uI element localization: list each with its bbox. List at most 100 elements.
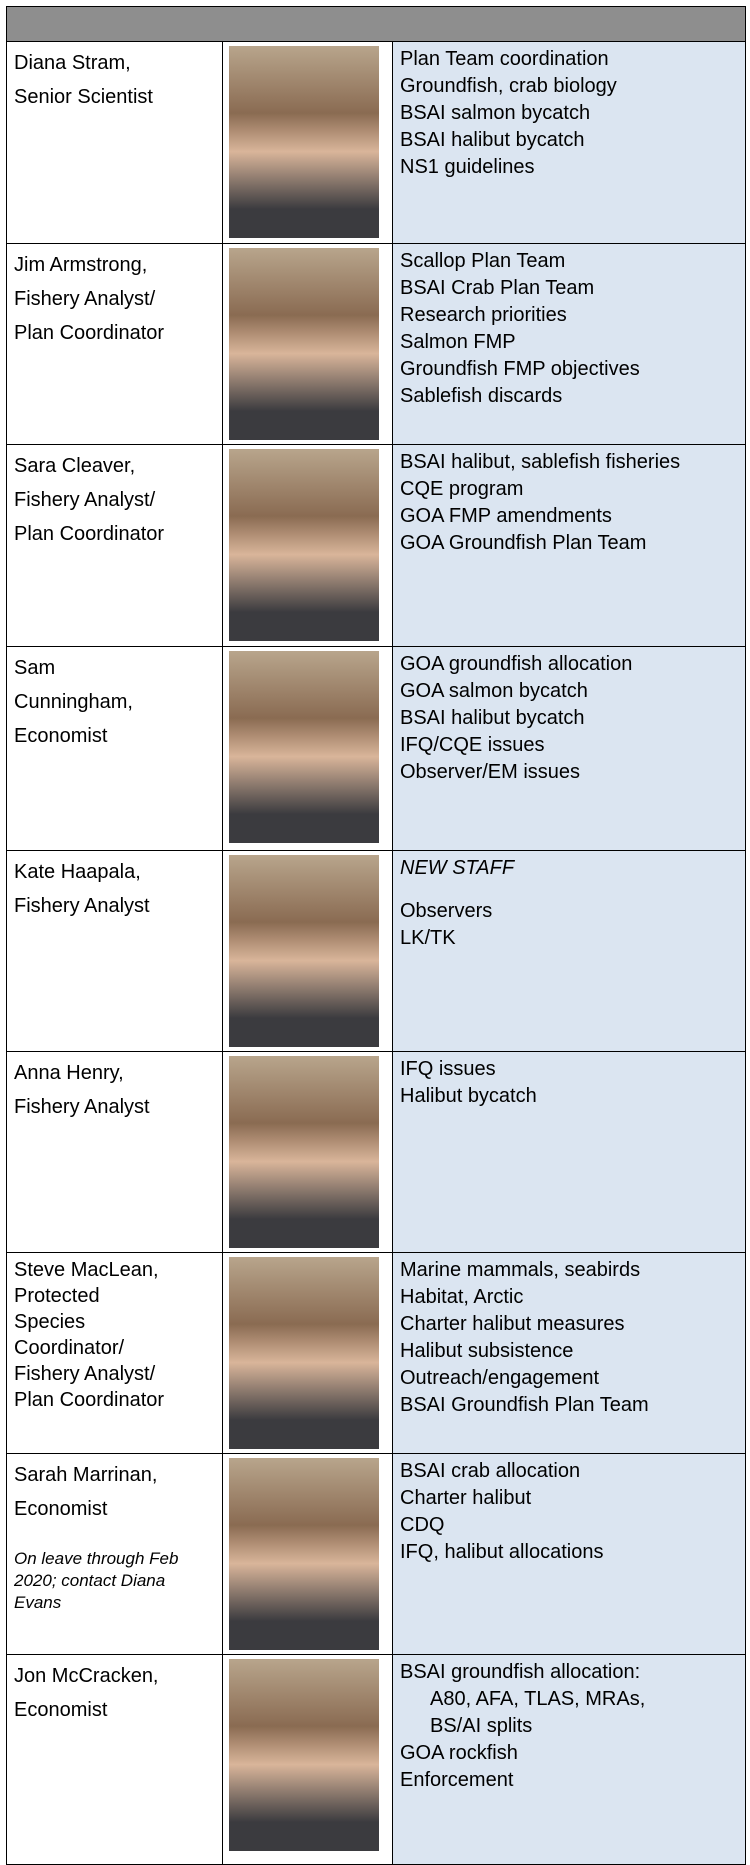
name-line: Sara Cleaver,: [14, 455, 136, 477]
duties-cell: IFQ issues Halibut bycatch: [392, 1051, 746, 1253]
duty-item: BSAI halibut bycatch: [400, 707, 585, 729]
duty-item: Halibut bycatch: [400, 1085, 537, 1107]
duty-item: Charter halibut: [400, 1487, 532, 1509]
duty-item: Plan Team coordination: [400, 48, 609, 70]
duty-item: Habitat, Arctic: [400, 1286, 524, 1308]
name-cell: Steve MacLean, Protected Species Coordinato…: [6, 1252, 223, 1454]
portrait: [229, 651, 379, 843]
duty-item: BSAI halibut, sablefish fisheries: [400, 451, 681, 473]
name-line: Coordinator/: [14, 1337, 125, 1359]
duty-item: Observer/EM issues: [400, 761, 581, 783]
duty-subitem: A80, AFA, TLAS, MRAs,: [430, 1688, 646, 1710]
name-line: Plan Coordinator: [14, 322, 165, 344]
name-line: Anna Henry,: [14, 1062, 124, 1084]
header-row: [6, 6, 746, 42]
duties-cell: Plan Team coordination Groundfish, crab b…: [392, 41, 746, 244]
portrait: [229, 1659, 379, 1851]
photo-cell: [222, 850, 393, 1052]
name-cell: Sarah Marrinan, Economist On leave through…: [6, 1453, 223, 1655]
name-cell: Sara Cleaver, Fishery Analyst/Plan Coordi…: [6, 444, 223, 647]
name-cell: Sam Cunningham, Economist: [6, 646, 223, 851]
portrait: [229, 855, 379, 1047]
name-cell: Anna Henry, Fishery Analyst: [6, 1051, 223, 1253]
duty-item: Marine mammals, seabirds: [400, 1259, 641, 1281]
name-line: Fishery Analyst/: [14, 288, 156, 310]
photo-cell: [222, 243, 393, 445]
duties-cell: GOA groundfish allocation GOA salmon byca…: [392, 646, 746, 851]
portrait: [229, 46, 379, 238]
duty-item: Outreach/engagement: [400, 1367, 600, 1389]
staff-table-wrap: Diana Stram, Senior Scientist Plan Team co…: [6, 6, 746, 1865]
duty-item: GOA rockfish: [400, 1742, 518, 1764]
name-cell: Kate Haapala, Fishery Analyst: [6, 850, 223, 1052]
duty-subitem: BS/AI splits: [430, 1715, 533, 1737]
name-line: Plan Coordinator: [14, 1389, 165, 1411]
portrait: [229, 248, 379, 440]
photo-cell: [222, 444, 393, 647]
name-line: Protected: [14, 1285, 100, 1307]
duty-item: BSAI groundfish allocation:: [400, 1661, 641, 1683]
duty-item: GOA FMP amendments: [400, 505, 612, 527]
duty-item: Enforcement: [400, 1769, 514, 1791]
duty-item: BSAI Crab Plan Team: [400, 277, 595, 299]
name-line: Fishery Analyst/: [14, 1363, 156, 1385]
staff-row: Sara Cleaver, Fishery Analyst/Plan Coordi…: [6, 444, 746, 647]
photo-cell: [222, 41, 393, 244]
duty-item: Observers: [400, 900, 493, 922]
duty-item: BSAI crab allocation: [400, 1460, 581, 1482]
duties-cell: BSAI groundfish allocation: A80, AFA, TLA…: [392, 1654, 746, 1865]
name-line: Jim Armstrong,: [14, 254, 148, 276]
duty-item: Charter halibut measures: [400, 1313, 625, 1335]
duty-item: Groundfish FMP objectives: [400, 358, 640, 380]
staff-row: Jim Armstrong, Fishery Analyst/Plan Coord…: [6, 243, 746, 445]
name-cell: Jon McCracken, Economist: [6, 1654, 223, 1865]
name-line: Economist: [14, 725, 108, 747]
portrait: [229, 449, 379, 641]
photo-cell: [222, 1051, 393, 1253]
duty-item: IFQ, halibut allocations: [400, 1541, 604, 1563]
portrait: [229, 1056, 379, 1248]
photo-cell: [222, 1453, 393, 1655]
staff-row: Diana Stram, Senior Scientist Plan Team co…: [6, 41, 746, 244]
duties-cell: Marine mammals, seabirds Habitat, Arctic C…: [392, 1252, 746, 1454]
portrait: [229, 1458, 379, 1650]
duty-item: CQE program: [400, 478, 524, 500]
staff-row: Kate Haapala, Fishery Analyst NEW STAFF Obs…: [6, 850, 746, 1052]
staff-status: NEW STAFF: [400, 857, 515, 879]
name-line: Sarah Marrinan,: [14, 1464, 158, 1486]
photo-cell: [222, 1654, 393, 1865]
name-cell: Diana Stram, Senior Scientist: [6, 41, 223, 244]
name-line: Economist: [14, 1699, 108, 1721]
duty-item: GOA Groundfish Plan Team: [400, 532, 647, 554]
duties-cell: NEW STAFF Observers LK/TK: [392, 850, 746, 1052]
name-cell: Jim Armstrong, Fishery Analyst/Plan Coord…: [6, 243, 223, 445]
staff-row: Jon McCracken, Economist BSAI groundfish a…: [6, 1654, 746, 1865]
name-line: Jon McCracken,: [14, 1665, 159, 1687]
name-line: Fishery Analyst: [14, 895, 150, 917]
duty-item: GOA groundfish allocation: [400, 653, 633, 675]
duty-item: BSAI Groundfish Plan Team: [400, 1394, 649, 1416]
name-line: Steve MacLean,: [14, 1259, 159, 1281]
name-line: Fishery Analyst: [14, 1096, 150, 1118]
staff-row: Steve MacLean, Protected Species Coordinato…: [6, 1252, 746, 1454]
name-line: Kate Haapala,: [14, 861, 141, 883]
duty-item: NS1 guidelines: [400, 156, 535, 178]
duty-item: CDQ: [400, 1514, 445, 1536]
duty-item: LK/TK: [400, 927, 456, 949]
duty-item: Research priorities: [400, 304, 567, 326]
staff-row: Sarah Marrinan, Economist On leave through…: [6, 1453, 746, 1655]
name-line: Plan Coordinator: [14, 523, 165, 545]
duties-cell: BSAI halibut, sablefish fisheries CQE pro…: [392, 444, 746, 647]
name-line: Cunningham,: [14, 691, 133, 713]
duties-cell: Scallop Plan Team BSAI Crab Plan Team Rese…: [392, 243, 746, 445]
duty-item: GOA salmon bycatch: [400, 680, 588, 702]
name-line: Fishery Analyst/: [14, 489, 156, 511]
duty-item: IFQ issues: [400, 1058, 496, 1080]
staff-table: Diana Stram, Senior Scientist Plan Team co…: [6, 6, 746, 1865]
name-line: Diana Stram,: [14, 52, 131, 74]
name-line: Senior Scientist: [14, 86, 153, 108]
photo-cell: [222, 1252, 393, 1454]
staff-row: Anna Henry, Fishery Analyst IFQ issues Hali…: [6, 1051, 746, 1253]
photo-cell: [222, 646, 393, 851]
duty-item: BSAI halibut bycatch: [400, 129, 585, 151]
